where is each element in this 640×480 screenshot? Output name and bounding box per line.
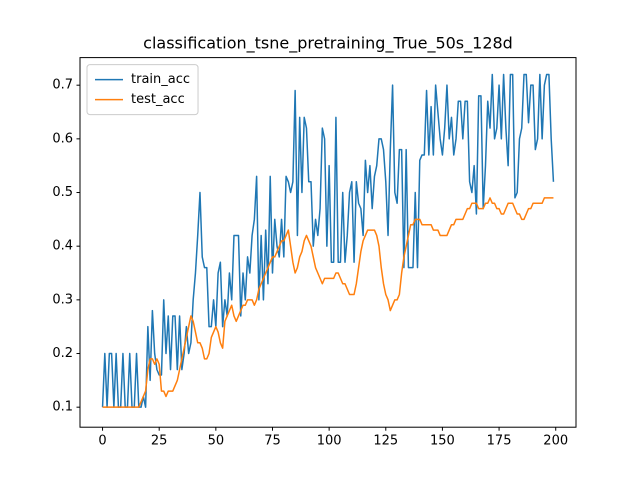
x-tick-label: 175	[487, 434, 512, 449]
y-tick-label: 0.6	[52, 131, 73, 146]
plot-area	[101, 73, 555, 408]
y-tick-label: 0.4	[52, 239, 73, 254]
x-tick-label: 50	[208, 434, 225, 449]
legend-label: train_acc	[131, 72, 190, 87]
line-series	[101, 73, 555, 408]
y-tick-label: 0.2	[52, 346, 73, 361]
x-tick-label: 200	[543, 434, 568, 449]
chart-title: classification_tsne_pretraining_True_50s…	[143, 34, 513, 54]
axes-frame	[79, 57, 577, 428]
x-tick-label: 25	[151, 434, 168, 449]
x-tick-label: 100	[317, 434, 342, 449]
x-tick-label: 0	[98, 434, 106, 449]
legend-box	[86, 64, 199, 116]
legend-label: test_acc	[131, 92, 185, 107]
y-tick-label: 0.5	[52, 185, 73, 200]
x-tick-label: 150	[430, 434, 455, 449]
y-tick-label: 0.1	[52, 400, 73, 415]
x-tick-label: 75	[264, 434, 281, 449]
y-tick-label: 0.3	[52, 292, 73, 307]
line-series	[102, 197, 554, 408]
y-tick-label: 0.7	[52, 78, 73, 93]
x-tick-label: 125	[373, 434, 398, 449]
legend: train_acc test_acc	[86, 64, 199, 116]
